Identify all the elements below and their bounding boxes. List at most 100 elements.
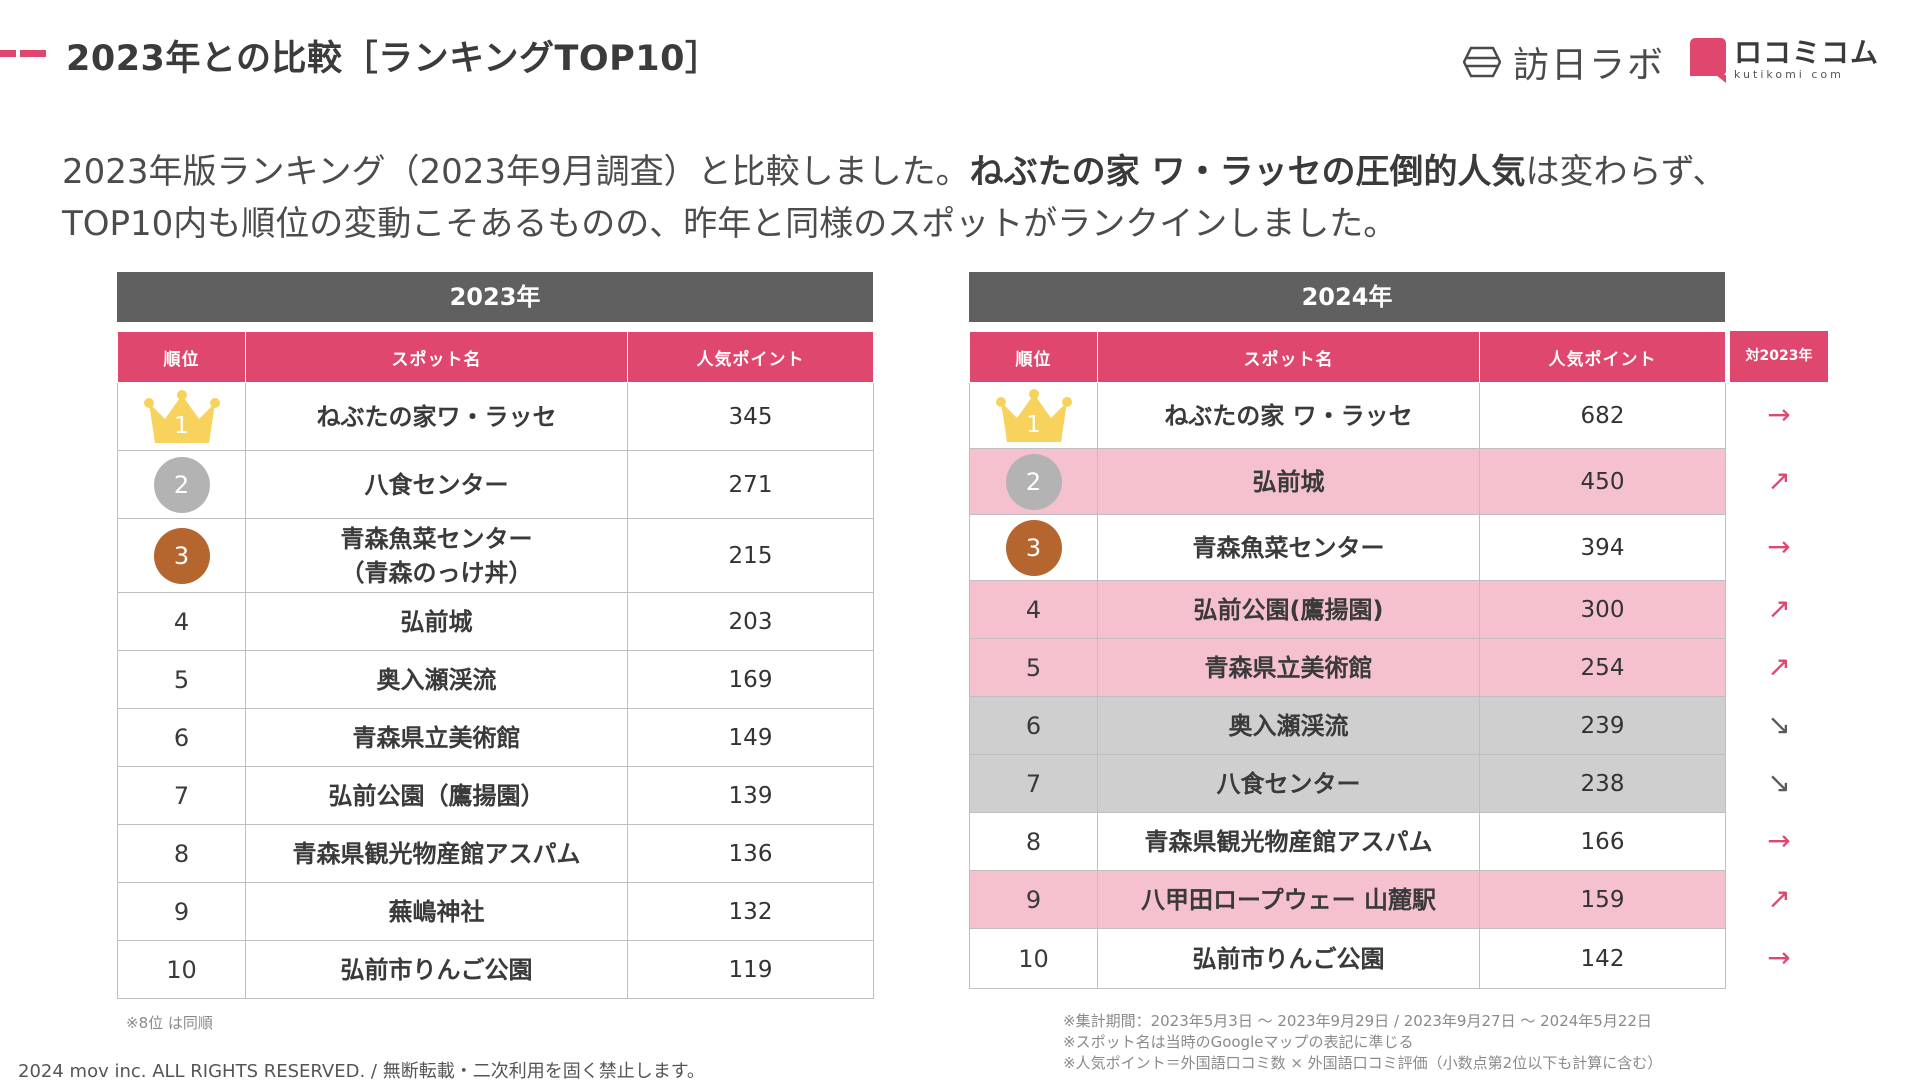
trend-up-arrow-icon: ↗ <box>1767 592 1791 625</box>
table-row: 4 弘前城 203 <box>117 592 874 651</box>
rank-number: 10 <box>1018 944 1049 973</box>
points-cell: 132 <box>627 882 874 941</box>
spot-name-cell: 青森魚菜センター <box>1097 514 1480 581</box>
lead-line-1-emphasis: ねぶたの家 ワ・ラッセの圧倒的人気 <box>969 152 1526 192</box>
points-cell: 166 <box>1479 812 1726 871</box>
table-row: 9 蕪嶋神社 132 <box>117 882 874 941</box>
points-cell: 149 <box>627 708 874 767</box>
spot-name-cell: 八食センター <box>245 450 628 519</box>
spot-name-cell: 弘前公園（鷹揚園） <box>245 766 628 825</box>
trend-flat-arrow-icon: → <box>1767 824 1791 857</box>
rank-cell: 4 <box>969 580 1098 639</box>
column-header-points: 人気ポイント <box>627 331 874 383</box>
table-row: 4 弘前公園(鷹揚園) 300 <box>969 580 1726 639</box>
rank-cell: 3 <box>969 514 1098 581</box>
spot-name-cell: 弘前城 <box>245 592 628 651</box>
rank-number: 5 <box>173 665 190 694</box>
rank-cell: 10 <box>117 940 246 999</box>
speech-bubble-icon <box>1690 38 1726 83</box>
table-row: 2 八食センター 271 <box>117 450 874 519</box>
table-row: 10 弘前市りんご公園 142 <box>969 928 1726 989</box>
column-header-points: 人気ポイント <box>1479 331 1726 383</box>
table-header-row: 順位 スポット名 人気ポイント <box>117 331 874 383</box>
rank-cell: 10 <box>969 928 1098 989</box>
rank-cell: 5 <box>117 650 246 709</box>
bronze-medal-icon: 3 <box>1005 519 1062 576</box>
rank-cell: 2 <box>117 450 246 519</box>
points-cell: 159 <box>1479 870 1726 929</box>
spot-name-cell: 青森県立美術館 <box>245 708 628 767</box>
kuchikomi-com-logo-text: ロコミコム <box>1734 36 1880 69</box>
bronze-medal-icon: 3 <box>153 527 210 584</box>
spot-name-cell: 弘前市りんご公園 <box>245 940 628 999</box>
points-cell: 271 <box>627 450 874 519</box>
rank-number: 8 <box>173 839 190 868</box>
title-accent-gap <box>16 50 20 57</box>
rank-cell: 6 <box>117 708 246 767</box>
table-header-row: 順位 スポット名 人気ポイント <box>969 331 1726 383</box>
trend-down-arrow-icon: ↘ <box>1767 708 1791 741</box>
points-cell: 215 <box>627 518 874 593</box>
footnote: ※人気ポイント＝外国語口コミ数 × 外国語口コミ評価（小数点第2位以下も計算に含… <box>1063 1054 1663 1072</box>
rank-number: 1 <box>174 412 189 439</box>
hojin-lab-logo: 訪日ラボ <box>1463 36 1665 88</box>
rank-cell: 1 <box>117 382 246 451</box>
rank-cell: 1 <box>969 382 1098 449</box>
spot-name-cell: 蕪嶋神社 <box>245 882 628 941</box>
spot-name-cell: 八甲田ロープウェー 山麓駅 <box>1097 870 1480 929</box>
rank-cell: 2 <box>969 448 1098 515</box>
rank-cell: 7 <box>117 766 246 825</box>
points-cell: 203 <box>627 592 874 651</box>
lead-paragraph: 2023年版ランキング（2023年9月調査）と比較しました。ねぶたの家 ワ・ラッ… <box>62 146 1882 250</box>
trend-up-arrow-icon: ↗ <box>1767 882 1791 915</box>
points-cell: 394 <box>1479 514 1726 581</box>
table-row: 3 青森魚菜センター 394 <box>969 514 1726 581</box>
points-cell: 136 <box>627 824 874 883</box>
points-cell: 139 <box>627 766 874 825</box>
trend-flat-arrow-icon: → <box>1767 941 1791 974</box>
copyright: 2024 mov inc. ALL RIGHTS RESERVED. / 無断転… <box>18 1061 705 1080</box>
lead-line-1-part-b: は変わらず、 <box>1525 152 1727 192</box>
spot-name-cell: 弘前市りんご公園 <box>1097 928 1480 989</box>
rank-cell: 8 <box>117 824 246 883</box>
spot-name-cell: 青森県立美術館 <box>1097 638 1480 697</box>
title-accent-bar <box>0 50 46 57</box>
table-row: 1 ねぶたの家 ワ・ラッセ 682 <box>969 382 1726 449</box>
rank-number: 1 <box>1026 411 1041 438</box>
rank-cell: 5 <box>969 638 1098 697</box>
table-row: 7 弘前公園（鷹揚園） 139 <box>117 766 874 825</box>
rank-number: 7 <box>1025 769 1042 798</box>
trend-up-arrow-icon: ↗ <box>1767 650 1791 683</box>
table-row: 10 弘前市りんご公園 119 <box>117 940 874 999</box>
hojin-lab-logo-icon <box>1463 46 1501 78</box>
rank-number: 10 <box>166 955 197 984</box>
table-row: 9 八甲田ロープウェー 山麓駅 159 <box>969 870 1726 929</box>
spot-name-cell: 弘前公園(鷹揚園) <box>1097 580 1480 639</box>
rank-number: 8 <box>1025 827 1042 856</box>
lead-line-2: TOP10内も順位の変動こそあるものの、昨年と同様のスポットがランクインしました… <box>62 204 1398 244</box>
table-row: 8 青森県観光物産館アスパム 136 <box>117 824 874 883</box>
kuchikomi-com-logo: ロコミコム kutikomi com <box>1690 36 1880 83</box>
table-row: 5 青森県立美術館 254 <box>969 638 1726 697</box>
points-cell: 450 <box>1479 448 1726 515</box>
table-row: 3 青森魚菜センター （青森のっけ丼） 215 <box>117 518 874 593</box>
table-row: 1 ねぶたの家ワ・ラッセ 345 <box>117 382 874 451</box>
rank-cell: 9 <box>969 870 1098 929</box>
silver-medal-icon: 2 <box>1005 453 1062 510</box>
lead-line-1-part-a: 2023年版ランキング（2023年9月調査）と比較しました。 <box>62 152 970 192</box>
points-cell: 682 <box>1479 382 1726 449</box>
silver-medal-icon: 2 <box>153 456 210 513</box>
rank-number: 9 <box>173 897 190 926</box>
points-cell: 169 <box>627 650 874 709</box>
page-title: 2023年との比較［ランキングTOP10］ <box>66 39 721 79</box>
spot-name-cell: 青森県観光物産館アスパム <box>245 824 628 883</box>
points-cell: 254 <box>1479 638 1726 697</box>
table-row: 6 青森県立美術館 149 <box>117 708 874 767</box>
points-cell: 300 <box>1479 580 1726 639</box>
spot-name-cell: 青森魚菜センター （青森のっけ丼） <box>245 518 628 593</box>
table-row: 5 奥入瀬渓流 169 <box>117 650 874 709</box>
footnote: ※スポット名は当時のGoogleマップの表記に準じる <box>1063 1033 1414 1051</box>
points-cell: 239 <box>1479 696 1726 755</box>
spot-name-cell: 八食センター <box>1097 754 1480 813</box>
spot-name-cell: 弘前城 <box>1097 448 1480 515</box>
